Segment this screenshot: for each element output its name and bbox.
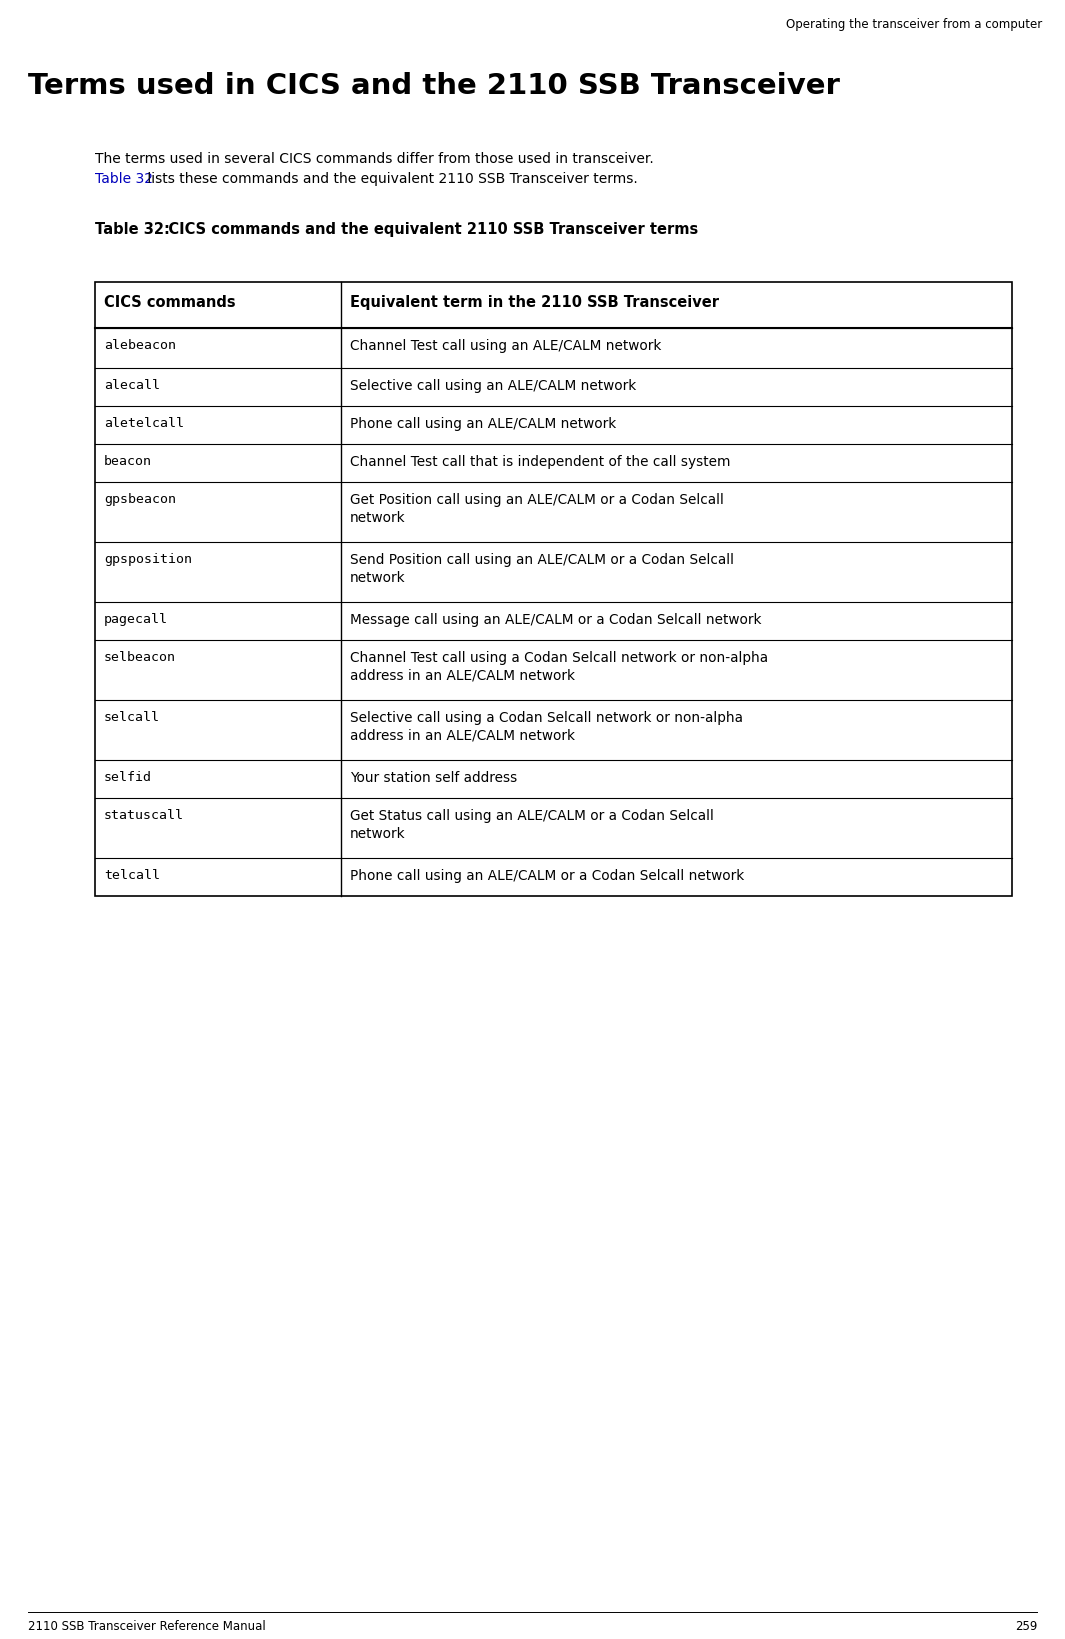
Text: CICS commands: CICS commands <box>104 295 235 310</box>
Text: gpsbeacon: gpsbeacon <box>104 493 176 506</box>
Text: alecall: alecall <box>104 379 160 392</box>
Text: Send Position call using an ALE/CALM or a Codan Selcall
network: Send Position call using an ALE/CALM or … <box>349 552 734 585</box>
Text: Equivalent term in the 2110 SSB Transceiver: Equivalent term in the 2110 SSB Transcei… <box>349 295 719 310</box>
Text: CICS commands and the equivalent 2110 SSB Transceiver terms: CICS commands and the equivalent 2110 SS… <box>153 221 699 238</box>
Text: statuscall: statuscall <box>104 810 184 823</box>
Text: pagecall: pagecall <box>104 613 168 626</box>
Text: Channel Test call using a Codan Selcall network or non-alpha
address in an ALE/C: Channel Test call using a Codan Selcall … <box>349 651 768 683</box>
Text: Message call using an ALE/CALM or a Codan Selcall network: Message call using an ALE/CALM or a Coda… <box>349 613 761 628</box>
Text: beacon: beacon <box>104 456 152 469</box>
Text: Get Position call using an ALE/CALM or a Codan Selcall
network: Get Position call using an ALE/CALM or a… <box>349 493 723 524</box>
Text: selcall: selcall <box>104 711 160 724</box>
Text: Operating the transceiver from a computer: Operating the transceiver from a compute… <box>786 18 1042 31</box>
Text: The terms used in several CICS commands differ from those used in transceiver.: The terms used in several CICS commands … <box>95 152 654 166</box>
Text: Phone call using an ALE/CALM network: Phone call using an ALE/CALM network <box>349 416 616 431</box>
Text: telcall: telcall <box>104 869 160 882</box>
Text: Your station self address: Your station self address <box>349 770 517 785</box>
Text: selfid: selfid <box>104 770 152 783</box>
Text: Table 32:: Table 32: <box>95 221 170 238</box>
Text: Phone call using an ALE/CALM or a Codan Selcall network: Phone call using an ALE/CALM or a Codan … <box>349 869 744 883</box>
Bar <box>95 282 1012 897</box>
Text: alebeacon: alebeacon <box>104 339 176 352</box>
Text: Channel Test call that is independent of the call system: Channel Test call that is independent of… <box>349 456 731 469</box>
Text: gpsposition: gpsposition <box>104 552 192 565</box>
Text: Selective call using an ALE/CALM network: Selective call using an ALE/CALM network <box>349 379 636 393</box>
Text: Channel Test call using an ALE/CALM network: Channel Test call using an ALE/CALM netw… <box>349 339 661 352</box>
Text: 2110 SSB Transceiver Reference Manual: 2110 SSB Transceiver Reference Manual <box>28 1619 266 1632</box>
Text: Table 32: Table 32 <box>95 172 153 185</box>
Text: aletelcall: aletelcall <box>104 416 184 429</box>
Text: Terms used in CICS and the 2110 SSB Transceiver: Terms used in CICS and the 2110 SSB Tran… <box>28 72 840 100</box>
Text: Get Status call using an ALE/CALM or a Codan Selcall
network: Get Status call using an ALE/CALM or a C… <box>349 810 714 841</box>
Text: selbeacon: selbeacon <box>104 651 176 664</box>
Text: 259: 259 <box>1015 1619 1037 1632</box>
Text: lists these commands and the equivalent 2110 SSB Transceiver terms.: lists these commands and the equivalent … <box>143 172 638 185</box>
Text: Selective call using a Codan Selcall network or non-alpha
address in an ALE/CALM: Selective call using a Codan Selcall net… <box>349 711 742 742</box>
